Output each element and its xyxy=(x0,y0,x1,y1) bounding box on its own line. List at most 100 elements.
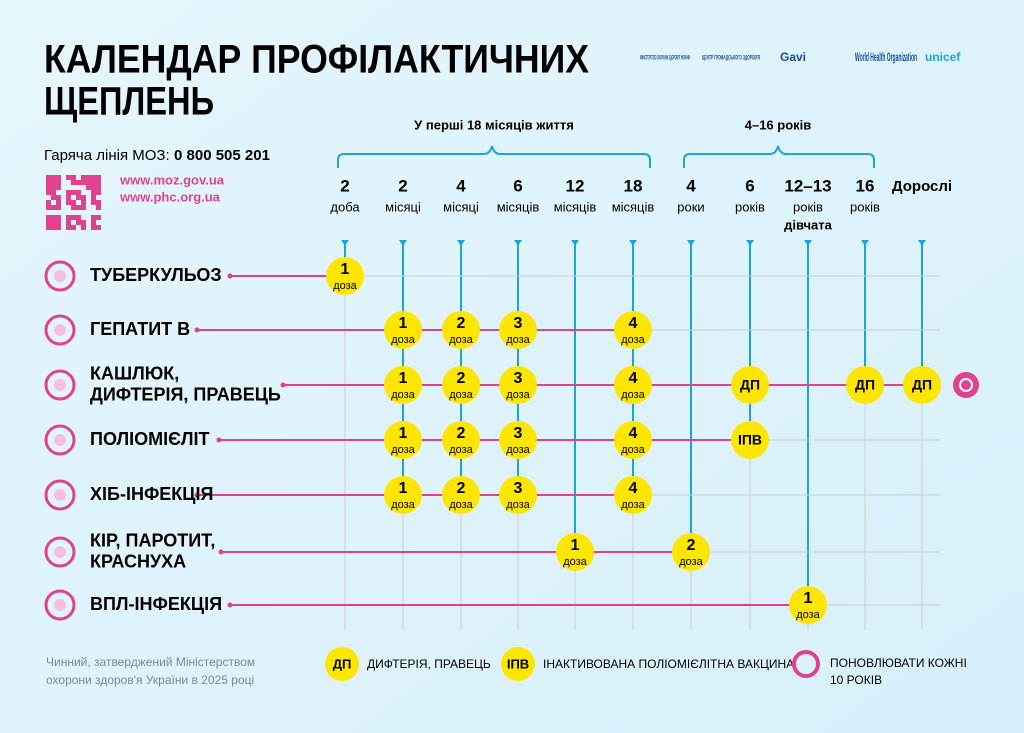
row-line-start xyxy=(216,437,222,443)
disease-icon xyxy=(44,424,76,456)
dose-word: доза xyxy=(449,334,473,346)
dose-word: доза xyxy=(449,389,473,401)
qr-cell xyxy=(91,225,96,230)
legend-badge xyxy=(501,647,535,681)
age-number: 6 xyxy=(513,176,522,195)
dose-word: доза xyxy=(391,389,415,401)
qr-cell xyxy=(86,180,91,185)
disease-icon-core xyxy=(54,324,66,336)
dose-badge xyxy=(789,586,827,624)
footer-note: охорони здоров'я України в 2025 році xyxy=(46,673,254,687)
dose-badge xyxy=(384,366,422,404)
qr-cell xyxy=(46,225,51,230)
qr-cell xyxy=(46,185,51,190)
link: www.phc.org.ua xyxy=(119,189,221,204)
qr-cell xyxy=(56,215,61,220)
title: ЩЕПЛЕНЬ xyxy=(44,80,214,124)
qr-cell xyxy=(56,200,61,205)
bracket xyxy=(337,145,651,168)
age-unit: місяців xyxy=(554,199,597,214)
column-marker xyxy=(918,240,926,246)
legend-badge-text: ДП xyxy=(333,656,352,671)
dose-word: доза xyxy=(796,609,820,621)
age-number: Дорослі xyxy=(892,178,952,195)
dose-number: 4 xyxy=(629,480,638,497)
qr-cell xyxy=(81,200,86,205)
age-unit: місяців xyxy=(612,199,655,214)
dose-number: 2 xyxy=(687,537,696,554)
qr-cell xyxy=(51,175,56,180)
qr-cell xyxy=(91,175,96,180)
dose-word: доза xyxy=(506,389,530,401)
disease-icon xyxy=(44,369,76,401)
disease-icon-core xyxy=(54,434,66,446)
qr-cell xyxy=(51,205,56,210)
dose-badge xyxy=(556,533,594,571)
dose-type: ДП xyxy=(855,377,875,393)
qr-cell xyxy=(71,225,76,230)
disease-icon xyxy=(44,589,76,621)
age-unit: років xyxy=(793,199,823,214)
qr-cell xyxy=(46,215,51,220)
legend-text: ДИФТЕРІЯ, ПРАВЕЦЬ xyxy=(367,657,491,671)
row-line-start xyxy=(194,327,200,333)
dose-number: 1 xyxy=(399,315,408,332)
legend-text: 10 РОКІВ xyxy=(830,673,882,687)
disease-icon xyxy=(44,536,76,568)
qr-cell xyxy=(76,215,81,220)
qr-cell xyxy=(56,195,61,200)
column-marker xyxy=(341,240,349,246)
dose-number: 1 xyxy=(341,261,350,278)
disease-icon-core xyxy=(54,489,66,501)
disease-name: ДИФТЕРІЯ, ПРАВЕЦЬ xyxy=(90,384,281,404)
disease-icon xyxy=(44,479,76,511)
age-unit: доба xyxy=(330,199,360,214)
qr-cell xyxy=(56,175,61,180)
disease-name: ТУБЕРКУЛЬОЗ xyxy=(90,265,222,285)
logo: World Health Organization xyxy=(855,50,917,64)
group-label: 4–16 років xyxy=(745,117,812,132)
disease-name: КІР, ПАРОТИТ, xyxy=(90,530,215,550)
dose-word: доза xyxy=(621,499,645,511)
dose-badge xyxy=(384,476,422,514)
qr-cell xyxy=(91,200,96,205)
qr-cell xyxy=(86,185,91,190)
dose-badge xyxy=(442,476,480,514)
age-number: 4 xyxy=(456,176,466,195)
dose-type: ДП xyxy=(740,377,760,393)
qr-cell xyxy=(96,175,101,180)
dose-word: доза xyxy=(391,334,415,346)
legend-text: ПОНОВЛЮВАТИ КОЖНІ xyxy=(830,656,967,670)
disease-name: КРАСНУХА xyxy=(90,551,186,571)
disease-icon xyxy=(44,260,76,292)
dose-badge xyxy=(442,311,480,349)
age-unit: місяці xyxy=(443,199,479,214)
logo: unicef xyxy=(925,50,961,64)
qr-cell xyxy=(71,175,76,180)
dose-number: 1 xyxy=(399,480,408,497)
qr-cell xyxy=(51,185,56,190)
dose-word: доза xyxy=(506,444,530,456)
qr-cell xyxy=(51,180,56,185)
column-marker xyxy=(571,240,579,246)
qr-cell xyxy=(96,205,101,210)
qr-cell xyxy=(46,180,51,185)
qr-cell xyxy=(66,215,71,220)
qr-cell xyxy=(76,190,81,195)
qr-cell xyxy=(71,200,76,205)
age-number: 12–13 xyxy=(784,176,831,195)
qr-cell xyxy=(91,220,96,225)
disease-name: ГЕПАТИТ В xyxy=(90,319,190,339)
column-marker xyxy=(687,240,695,246)
renew-icon xyxy=(953,372,979,398)
qr-cell xyxy=(46,190,51,195)
qr-cell xyxy=(81,180,86,185)
qr-cell xyxy=(56,220,61,225)
dose-number: 1 xyxy=(804,590,813,607)
dose-badge xyxy=(499,366,537,404)
column-marker xyxy=(804,240,812,246)
dose-word: доза xyxy=(621,389,645,401)
